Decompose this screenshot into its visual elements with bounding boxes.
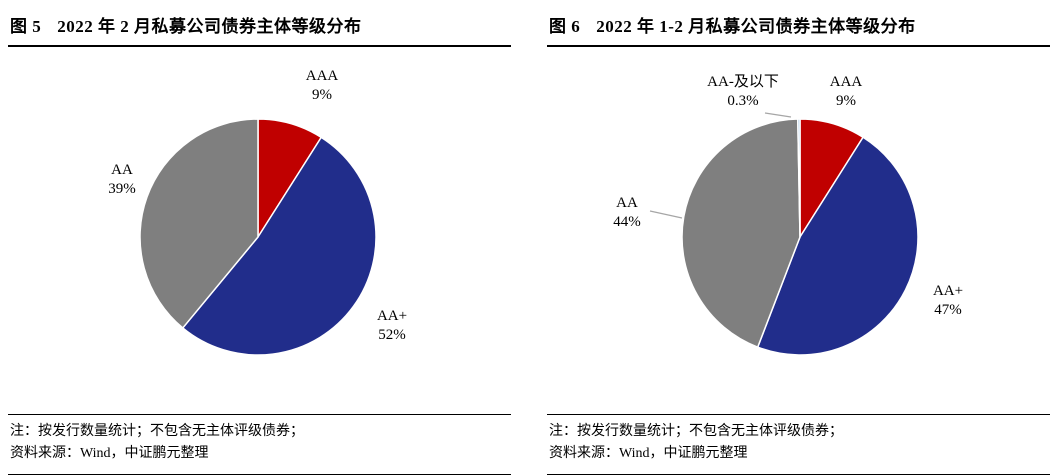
slice-label-value: 39% (108, 181, 136, 198)
slice-label-aa-plus: AA+ 47% (933, 282, 963, 320)
figure-5-title-text: 2022 年 2 月私募公司债券主体等级分布 (57, 17, 362, 36)
slice-label-aa: AA 39% (108, 161, 136, 199)
slice-label-value: 52% (378, 327, 406, 344)
slice-label-value: 9% (836, 93, 856, 110)
figure-5-title: 图 5 2022 年 2 月私募公司债券主体等级分布 (8, 6, 511, 47)
slice-label-value: 0.3% (727, 93, 759, 110)
figure-5-panel: 图 5 2022 年 2 月私募公司债券主体等级分布 AAA 9% AA 39% … (8, 6, 511, 475)
slice-label-value: 9% (312, 87, 332, 104)
pie-slice-AA (681, 118, 801, 348)
slice-label-aa-plus: AA+ 52% (377, 307, 407, 345)
slice-label-aa-minus-and-below: AA-及以下 0.3% (707, 73, 779, 111)
slice-label-aa: AA 44% (613, 194, 641, 232)
slice-label-name: AAA (305, 68, 339, 84)
pie-slice-AA+ (756, 136, 919, 356)
note-line: 注：按发行数量统计；不包含无主体评级债券； (10, 424, 304, 439)
figure-6-pie-svg (649, 112, 919, 356)
figure-5-notes: 注：按发行数量统计；不包含无主体评级债券； 资料来源：Wind，中证鹏元整理 (8, 414, 511, 475)
slice-label-name: AA+ (932, 283, 964, 299)
leader-line-aa-minus (764, 112, 792, 118)
figure-5-pie-svg (139, 118, 377, 356)
pie-slice-AA (139, 118, 259, 329)
figure-6-number: 图 6 (549, 17, 581, 36)
pie-slice-AA-及以下 (797, 118, 801, 238)
slice-label-name: AA (111, 162, 133, 178)
slice-label-name: AA+ (376, 308, 408, 324)
figure-6-panel: 图 6 2022 年 1-2 月私募公司债券主体等级分布 AA-及以下 0.3% … (547, 6, 1050, 475)
slice-label-name: AA (616, 195, 638, 211)
slice-label-name: AAA (829, 74, 863, 90)
note-line: 资料来源：Wind，中证鹏元整理 (549, 446, 748, 462)
slice-label-name: AA-及以下 (707, 74, 779, 90)
slice-label-value: 44% (613, 214, 641, 231)
figure-6-pie-chart: AA-及以下 0.3% AAA 9% AA 44% AA+ 47% (547, 47, 1050, 414)
note-line: 注：按发行数量统计；不包含无主体评级债券； (549, 424, 843, 439)
figure-5-number: 图 5 (10, 17, 42, 36)
leader-line-aa (649, 210, 683, 219)
slice-label-value: 47% (934, 302, 962, 319)
note-line: 资料来源：Wind，中证鹏元整理 (10, 446, 209, 462)
slice-label-aaa: AAA 9% (306, 67, 339, 105)
figure-6-title-text: 2022 年 1-2 月私募公司债券主体等级分布 (596, 17, 916, 36)
pie-slice-AA+ (182, 136, 377, 356)
figure-6-title: 图 6 2022 年 1-2 月私募公司债券主体等级分布 (547, 6, 1050, 47)
slice-label-aaa: AAA 9% (830, 73, 863, 111)
figure-5-pie-chart: AAA 9% AA 39% AA+ 52% (8, 47, 511, 414)
figure-6-notes: 注：按发行数量统计；不包含无主体评级债券； 资料来源：Wind，中证鹏元整理 (547, 414, 1050, 475)
